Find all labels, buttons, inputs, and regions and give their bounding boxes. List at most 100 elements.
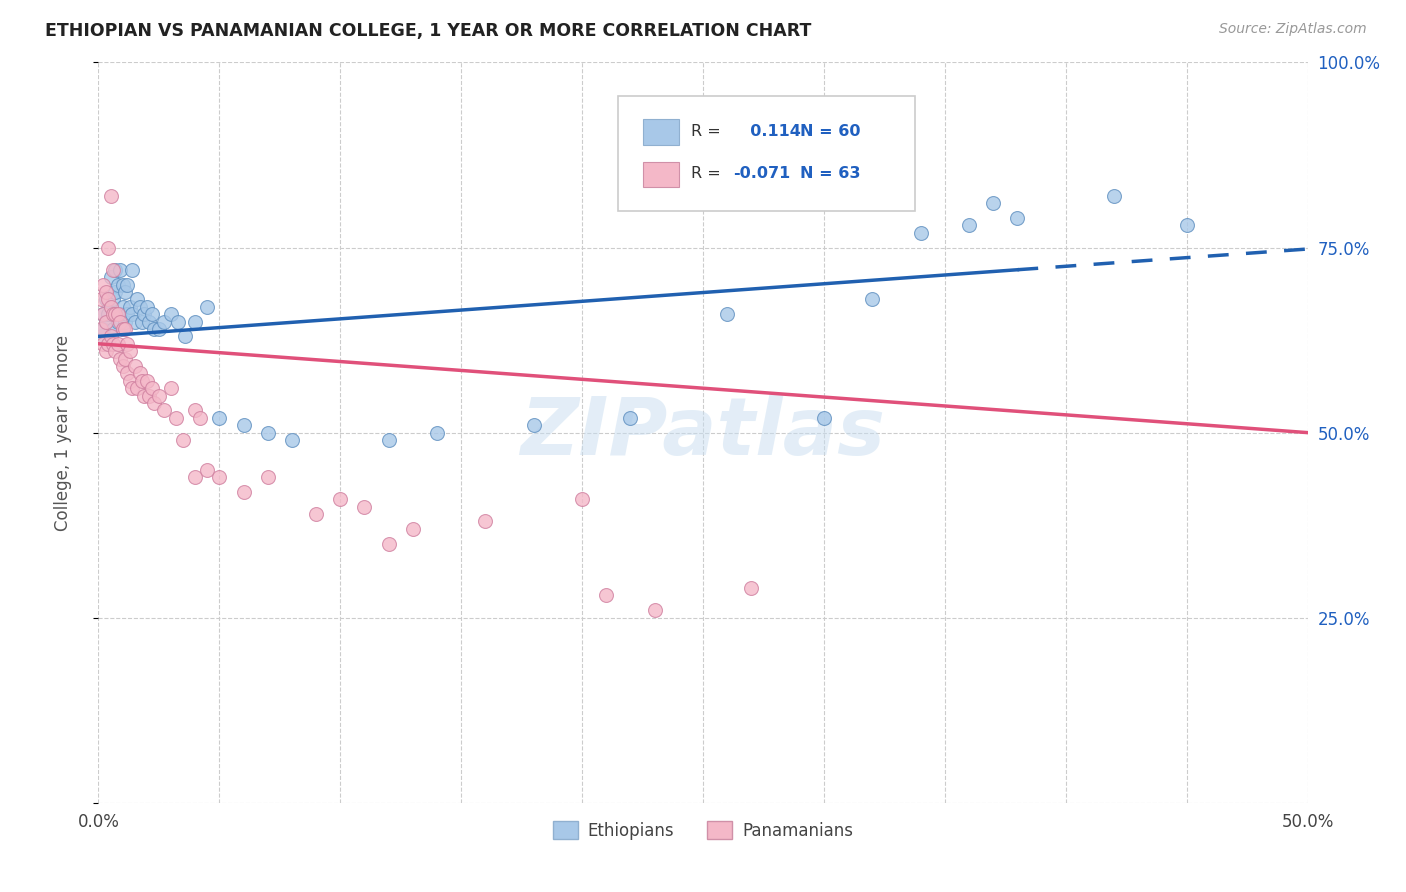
- Point: [94, 314, 117, 328]
- Point: [100, 329, 122, 343]
- Point: [910, 226, 932, 240]
- Point: [97, 336, 120, 351]
- Point: [111, 322, 134, 336]
- Point: [195, 462, 218, 476]
- Point: [104, 307, 127, 321]
- Point: [100, 300, 122, 314]
- Point: [121, 262, 143, 277]
- Point: [91, 277, 114, 292]
- Legend: Ethiopians, Panamanians: Ethiopians, Panamanians: [546, 814, 860, 847]
- Point: [127, 381, 149, 395]
- Point: [117, 336, 139, 351]
- Point: [167, 314, 190, 328]
- Point: [134, 388, 156, 402]
- Point: [97, 240, 120, 255]
- Point: [97, 307, 120, 321]
- Point: [1102, 188, 1125, 202]
- Point: [101, 336, 124, 351]
- Point: [981, 196, 1004, 211]
- Point: [160, 381, 183, 395]
- Point: [97, 336, 120, 351]
- Point: [100, 270, 122, 285]
- Point: [184, 470, 207, 484]
- Point: [117, 277, 139, 292]
- Point: [174, 329, 197, 343]
- Point: [329, 492, 352, 507]
- Point: [143, 322, 166, 336]
- FancyBboxPatch shape: [643, 120, 679, 145]
- Point: [124, 359, 146, 373]
- Point: [101, 322, 124, 336]
- Point: [141, 381, 163, 395]
- Point: [353, 500, 375, 514]
- Text: N = 63: N = 63: [800, 166, 860, 181]
- Point: [91, 336, 114, 351]
- Point: [111, 359, 134, 373]
- Point: [256, 470, 278, 484]
- Point: [101, 307, 124, 321]
- Point: [107, 307, 129, 321]
- Point: [101, 293, 124, 307]
- Text: Source: ZipAtlas.com: Source: ZipAtlas.com: [1219, 22, 1367, 37]
- Point: [188, 410, 211, 425]
- Point: [1175, 219, 1198, 233]
- Point: [91, 307, 114, 321]
- Point: [107, 336, 129, 351]
- Point: [117, 307, 139, 321]
- Point: [740, 581, 762, 595]
- Point: [108, 314, 131, 328]
- Point: [138, 388, 160, 402]
- Point: [104, 344, 127, 359]
- Point: [114, 351, 136, 366]
- Point: [152, 403, 174, 417]
- Point: [135, 300, 157, 314]
- Point: [426, 425, 449, 440]
- Point: [94, 285, 117, 299]
- Point: [595, 589, 617, 603]
- Point: [111, 277, 134, 292]
- Point: [128, 300, 150, 314]
- Y-axis label: College, 1 year or more: College, 1 year or more: [53, 334, 72, 531]
- Point: [118, 374, 141, 388]
- Point: [619, 410, 641, 425]
- Point: [97, 293, 120, 307]
- Point: [94, 293, 117, 307]
- FancyBboxPatch shape: [643, 161, 679, 186]
- Point: [114, 322, 136, 336]
- Point: [104, 262, 127, 277]
- Point: [124, 314, 146, 328]
- Point: [281, 433, 304, 447]
- Point: [117, 367, 139, 381]
- Point: [377, 433, 399, 447]
- Point: [128, 367, 150, 381]
- Text: -0.071: -0.071: [734, 166, 790, 181]
- Point: [402, 522, 425, 536]
- Point: [94, 314, 117, 328]
- Point: [957, 219, 980, 233]
- Point: [101, 262, 124, 277]
- Point: [94, 344, 117, 359]
- Text: R =: R =: [690, 124, 721, 139]
- Point: [111, 322, 134, 336]
- Text: 0.114: 0.114: [740, 124, 801, 139]
- Text: R =: R =: [690, 166, 721, 181]
- Point: [118, 344, 141, 359]
- Point: [108, 262, 131, 277]
- Point: [104, 285, 127, 299]
- FancyBboxPatch shape: [619, 95, 915, 211]
- Point: [377, 536, 399, 550]
- Point: [813, 410, 835, 425]
- Point: [90, 329, 112, 343]
- Point: [108, 307, 131, 321]
- Point: [121, 307, 143, 321]
- Point: [232, 418, 254, 433]
- Point: [571, 492, 593, 507]
- Text: N = 60: N = 60: [800, 124, 860, 139]
- Point: [107, 314, 129, 328]
- Point: [148, 388, 170, 402]
- Point: [860, 293, 883, 307]
- Point: [160, 307, 183, 321]
- Point: [114, 285, 136, 299]
- Point: [143, 396, 166, 410]
- Point: [716, 307, 738, 321]
